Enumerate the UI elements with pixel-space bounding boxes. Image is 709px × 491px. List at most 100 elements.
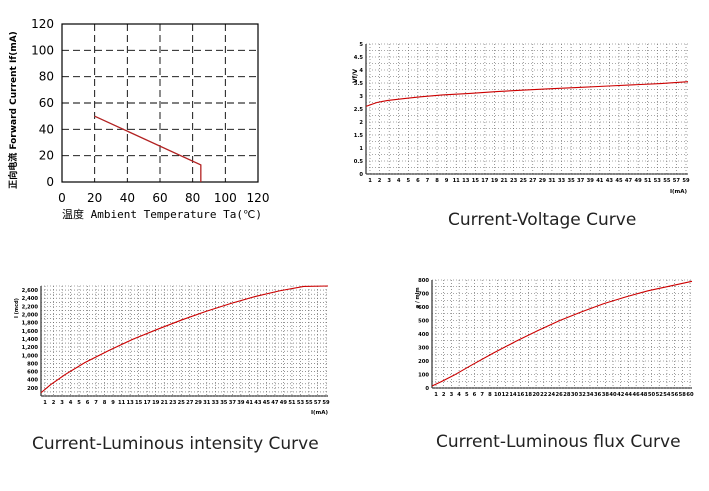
- ci-curve: [40, 285, 329, 394]
- current-voltage-chart: 00.511.522.533.544.55 1 2 3 4 5 6 7 8 9 11 13 15 17 1…: [352, 42, 690, 195]
- cv-x-axis-label: I(mA): [670, 189, 688, 195]
- cv-x-tick-label: 3: [387, 178, 391, 184]
- cv-x-tick-label: 49: [635, 178, 643, 184]
- derating-x-tick-label: 40: [120, 191, 135, 205]
- cf-x-tick-label: 42: [617, 392, 625, 398]
- cv-x-tick-label: 59: [682, 178, 690, 184]
- cf-x-tick-label: 18: [525, 392, 533, 398]
- ci-y-axis-label: I (mcd): [14, 298, 20, 318]
- ci-x-tick-label: 15: [135, 400, 143, 406]
- derating-chart: 0 20 40 60 80 100 120 0 20 40 60 80 100 120 正向电流 For…: [7, 17, 269, 221]
- ci-y-tick-label: 800: [27, 361, 38, 367]
- ci-x-tick-label: 39: [237, 400, 245, 406]
- current-intensity-chart: 200 400 600 800 1,000 1,200 1,400 1,600 1,800 2,0…: [14, 285, 330, 416]
- ci-x-axis-label: I(mA): [311, 410, 329, 416]
- cf-x-tick-label: 20: [532, 392, 540, 398]
- cv-x-tick-label: 2: [378, 178, 382, 184]
- ci-y-tick-label: 400: [27, 378, 38, 384]
- ci-y-tick-label: 2,600: [22, 288, 39, 294]
- cv-x-tick-label: 39: [587, 178, 595, 184]
- ci-x-tick-label: 27: [186, 400, 194, 406]
- derating-y-tick-label: 120: [31, 17, 54, 31]
- ci-x-tick-label: 57: [314, 400, 322, 406]
- ci-y-tick-label: 1,400: [22, 337, 39, 343]
- ci-y-tick-label: 2,400: [22, 296, 39, 302]
- cf-x-tick-label: 34: [586, 392, 594, 398]
- ci-x-tick-label: 4: [69, 400, 73, 406]
- cv-x-tick-label: 31: [548, 178, 556, 184]
- derating-y-tick-label: 20: [39, 149, 54, 163]
- cv-y-axis-label: Vf/V: [352, 69, 359, 83]
- cv-x-tick-label: 27: [529, 178, 537, 184]
- cf-x-tick-label: 12: [502, 392, 510, 398]
- ci-x-tick-label: 23: [169, 400, 177, 406]
- cv-x-tick-label: 47: [625, 178, 633, 184]
- cv-x-tick-label: 23: [510, 178, 518, 184]
- ci-x-tick-label: 1: [43, 400, 47, 406]
- ci-x-tick-label: 43: [254, 400, 262, 406]
- derating-x-axis-label: 温度 Ambient Temperature Ta(℃): [62, 207, 262, 221]
- cf-y-tick-label: 200: [418, 359, 429, 365]
- ci-x-tick-label: 25: [178, 400, 186, 406]
- cv-x-tick-label: 4: [397, 178, 401, 184]
- cv-curve: [365, 81, 689, 107]
- cv-x-tick-label: 43: [606, 178, 614, 184]
- ci-x-tick-label: 13: [127, 400, 135, 406]
- cf-x-tick-label: 60: [686, 392, 694, 398]
- derating-curve: [94, 115, 202, 182]
- ci-x-tick-label: 55: [305, 400, 313, 406]
- cf-y-tick-label: 600: [418, 305, 429, 311]
- cf-x-tick-label: 40: [609, 392, 617, 398]
- cv-title: Current-Voltage Curve: [448, 210, 637, 230]
- cf-y-tick-label: 100: [418, 373, 429, 379]
- cf-x-tick-label: 8: [488, 392, 492, 398]
- ci-x-tick-label: 41: [246, 400, 254, 406]
- ci-title: Current-Luminous intensity Curve: [32, 434, 319, 454]
- cf-x-ticks: 1 2 3 4 5 6 7 8 10 12 14 16 18 20 22 24 26 28 30 32 34 36 38 40…: [434, 392, 694, 398]
- cf-x-tick-label: 3: [450, 392, 454, 398]
- ci-x-tick-label: 7: [94, 400, 98, 406]
- cv-x-tick-label: 15: [472, 178, 480, 184]
- cv-grid: [365, 43, 688, 175]
- cf-x-tick-label: 30: [571, 392, 579, 398]
- cv-x-tick-label: 51: [644, 178, 652, 184]
- ci-x-tick-label: 6: [86, 400, 90, 406]
- cv-y-tick-label: 5: [359, 42, 363, 48]
- cf-x-tick-label: 2: [442, 392, 446, 398]
- ci-x-tick-label: 33: [212, 400, 220, 406]
- cf-x-tick-label: 6: [473, 392, 477, 398]
- ci-grid: [40, 285, 328, 397]
- cf-x-tick-label: 4: [457, 392, 461, 398]
- derating-y-tick-label: 80: [39, 70, 54, 84]
- ci-x-tick-label: 2: [52, 400, 56, 406]
- ci-x-tick-label: 31: [203, 400, 211, 406]
- cv-x-tick-label: 37: [577, 178, 585, 184]
- derating-y-axis-label: 正向电流 Forward Current If(mA): [7, 31, 19, 189]
- ci-y-tick-label: 2,200: [22, 304, 39, 310]
- cv-y-tick-label: 2: [359, 120, 363, 126]
- derating-x-tick-label: 100: [214, 191, 237, 205]
- derating-y-tick-label: 40: [39, 122, 54, 136]
- ci-x-tick-label: 51: [288, 400, 296, 406]
- cf-x-tick-label: 14: [509, 392, 517, 398]
- cf-curve: [431, 280, 693, 387]
- cf-x-tick-label: 1: [434, 392, 438, 398]
- ci-x-tick-label: 53: [297, 400, 305, 406]
- cf-x-tick-label: 22: [540, 392, 548, 398]
- derating-y-tick-label: 0: [46, 175, 54, 189]
- cf-x-tick-label: 54: [663, 392, 671, 398]
- ci-y-tick-label: 600: [27, 370, 38, 376]
- ci-x-tick-label: 29: [195, 400, 203, 406]
- ci-x-tick-label: 49: [280, 400, 288, 406]
- cf-x-tick-label: 46: [633, 392, 641, 398]
- cv-y-tick-label: 0: [359, 172, 363, 178]
- derating-y-tick-label: 60: [39, 96, 54, 110]
- cv-x-tick-label: 41: [596, 178, 604, 184]
- derating-x-tick-label: 60: [152, 191, 167, 205]
- cv-x-tick-label: 6: [416, 178, 420, 184]
- cf-y-tick-label: 500: [418, 319, 429, 325]
- cf-x-tick-label: 36: [594, 392, 602, 398]
- derating-x-tick-label: 0: [58, 191, 66, 205]
- cv-y-tick-label: 3: [359, 94, 363, 100]
